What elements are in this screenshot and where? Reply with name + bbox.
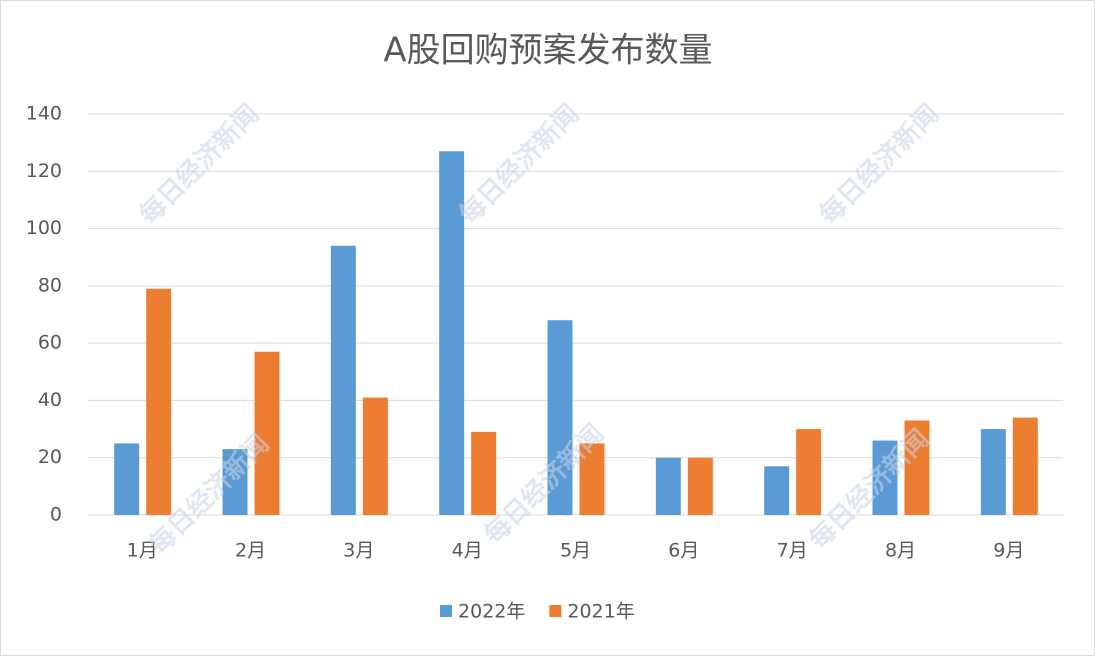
bar (254, 351, 280, 515)
bar (655, 457, 681, 515)
bar (980, 429, 1006, 515)
y-tick-label: 20 (38, 446, 62, 468)
x-tick-label: 4月 (452, 540, 483, 562)
bar (362, 397, 388, 515)
bar (872, 440, 898, 515)
y-tick-label: 60 (38, 332, 62, 354)
x-tick-label: 3月 (343, 540, 374, 562)
y-tick-label: 80 (38, 274, 62, 296)
chart-title: A股回购预案发布数量 (383, 31, 712, 71)
bar (796, 429, 822, 515)
bar (579, 443, 605, 515)
bar (471, 431, 497, 515)
bar (330, 245, 356, 515)
x-tick-label: 8月 (885, 540, 916, 562)
bar (439, 151, 465, 515)
y-tick-label: 120 (26, 160, 62, 182)
bar (222, 449, 248, 515)
legend-label: 2021年 (567, 601, 634, 623)
x-tick-label: 6月 (668, 540, 699, 562)
bar (114, 443, 140, 515)
bar (146, 288, 172, 515)
bar (687, 457, 713, 515)
x-tick-label: 2月 (235, 540, 266, 562)
legend-label: 2022年 (458, 601, 525, 623)
bar (764, 466, 790, 515)
x-tick-label: 9月 (993, 540, 1024, 562)
x-tick-label: 1月 (127, 540, 158, 562)
y-tick-label: 0 (50, 504, 62, 526)
legend-swatch (549, 605, 562, 617)
y-tick-label: 140 (26, 103, 62, 125)
bar (904, 420, 930, 515)
x-tick-label: 7月 (777, 540, 808, 562)
bar (1012, 417, 1038, 515)
y-tick-label: 100 (26, 217, 62, 239)
y-tick-label: 40 (38, 389, 62, 411)
legend-swatch (440, 605, 452, 617)
bar (547, 320, 573, 515)
x-tick-label: 5月 (560, 540, 591, 562)
